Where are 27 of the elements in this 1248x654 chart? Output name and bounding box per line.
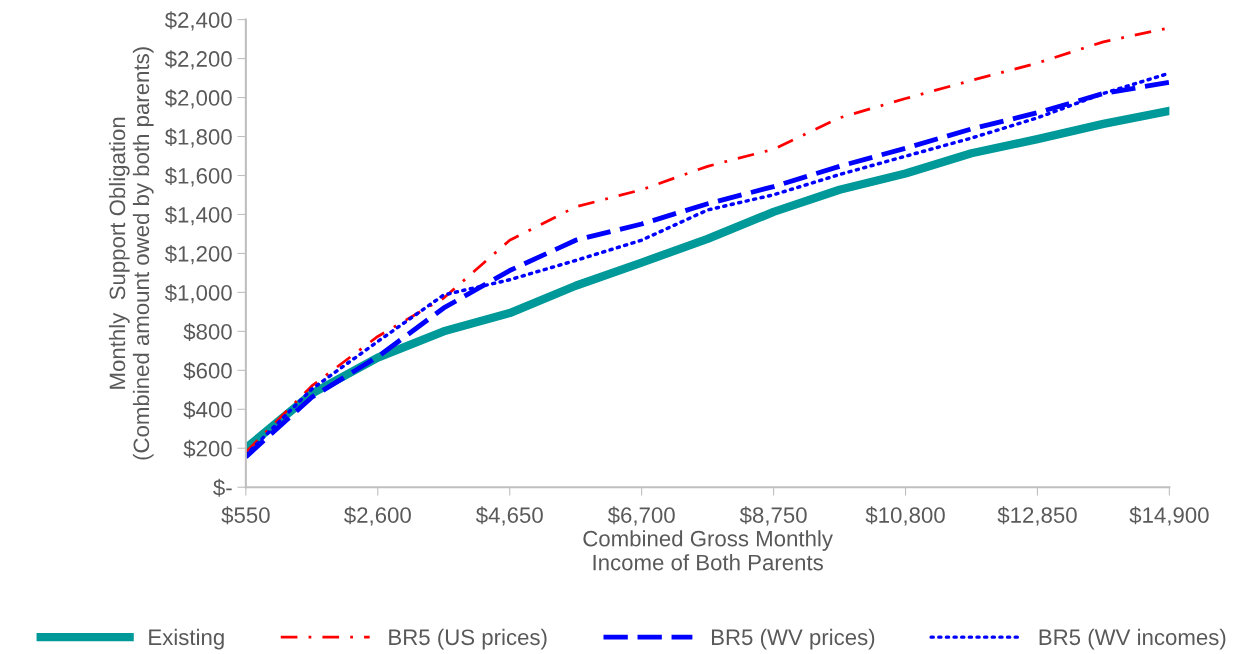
- y-tick-label: $1,400: [164, 206, 232, 226]
- y-tick-label: $800: [183, 322, 232, 341]
- legend-label: Existing: [149, 628, 224, 650]
- y-tick-label: $400: [183, 400, 232, 419]
- legend-label: BR5 (WV prices): [711, 628, 875, 650]
- x-tick-label: $6,700: [607, 506, 675, 526]
- legend-label: BR5 (WV incomes): [1039, 628, 1226, 650]
- y-tick-label: $1,800: [164, 128, 232, 148]
- x-tick-label: $10,800: [865, 506, 945, 526]
- y-tick-label: $2,000: [164, 89, 232, 109]
- y-tick-label: $1,600: [164, 167, 232, 187]
- y-tick-label: $-: [213, 478, 232, 497]
- x-tick-label: $4,650: [475, 506, 543, 526]
- y-tick-label: $2,400: [164, 11, 232, 31]
- y-tick-label: $200: [183, 439, 232, 458]
- x-tick-label: $12,850: [997, 506, 1077, 526]
- x-axis-title: Combined Gross Monthly Income of Both Parents: [583, 530, 833, 571]
- legend-label: BR5 (US prices): [389, 628, 547, 650]
- y-tick-label: $2,200: [164, 50, 232, 70]
- x-tick-label: $550: [221, 506, 270, 525]
- x-tick-label: $14,900: [1129, 506, 1209, 526]
- x-tick-label: $2,600: [344, 506, 411, 526]
- y-axis-title: Monthly Support Obligation (Combined amount owed by both parents): [108, 47, 154, 460]
- y-tick-label: $600: [183, 361, 232, 380]
- x-tick-label: $8,750: [739, 506, 807, 526]
- y-tick-label: $1,200: [164, 245, 232, 265]
- y-tick-label: $1,000: [164, 283, 232, 304]
